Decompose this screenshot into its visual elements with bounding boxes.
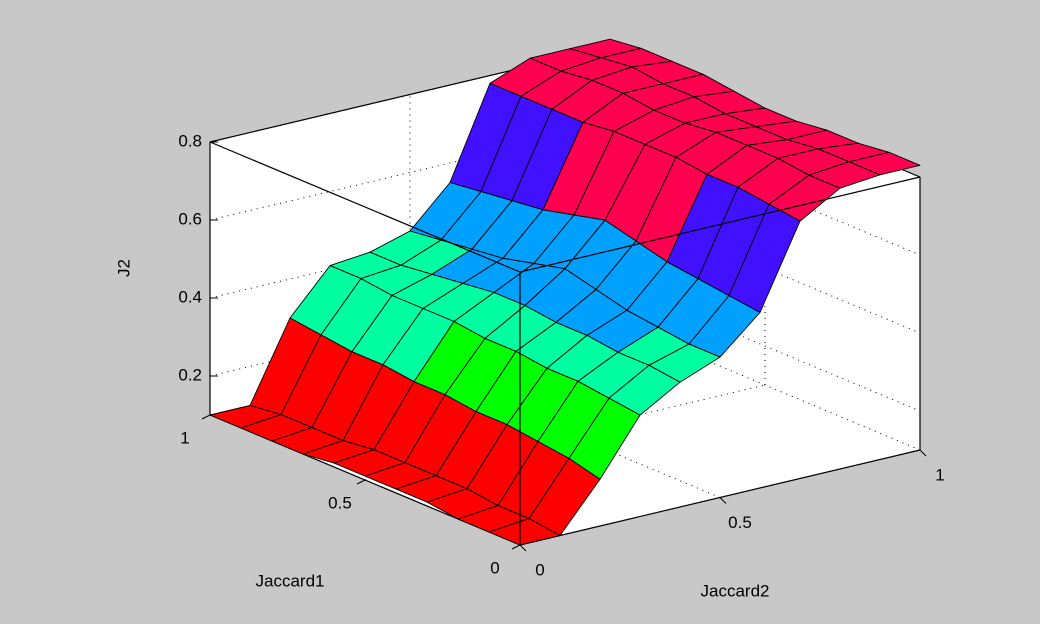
x-tick	[201, 414, 211, 420]
y-tick	[519, 544, 527, 552]
x-tick	[511, 544, 521, 550]
y-tick-label: 0	[535, 560, 544, 579]
z-tick-label: 0.8	[178, 131, 202, 150]
x-axis-label: Jaccard1	[256, 571, 325, 590]
grid-line	[609, 319, 921, 451]
x-tick-label: 0	[490, 558, 499, 577]
x-tick-label: 0.5	[328, 493, 352, 512]
y-axis-label: Jaccard2	[701, 581, 770, 600]
z-axis-label: J2	[114, 259, 133, 277]
box-edge	[209, 141, 521, 273]
y-tick	[919, 449, 927, 457]
x-tick-label: 1	[180, 428, 189, 447]
box-edge	[519, 176, 921, 273]
y-tick	[719, 497, 727, 504]
z-tick-label: 0.4	[178, 287, 202, 306]
grid-line	[364, 384, 766, 481]
z-tick-label: 0.2	[178, 365, 202, 384]
y-tick-label: 1	[935, 465, 944, 484]
x-tick	[356, 479, 366, 485]
y-tick-label: 0.5	[728, 513, 752, 532]
surface	[209, 38, 921, 546]
z-tick-label: 0.6	[178, 209, 202, 228]
surface-face	[488, 518, 561, 546]
grid-line	[609, 280, 921, 412]
axes-front	[209, 141, 921, 545]
